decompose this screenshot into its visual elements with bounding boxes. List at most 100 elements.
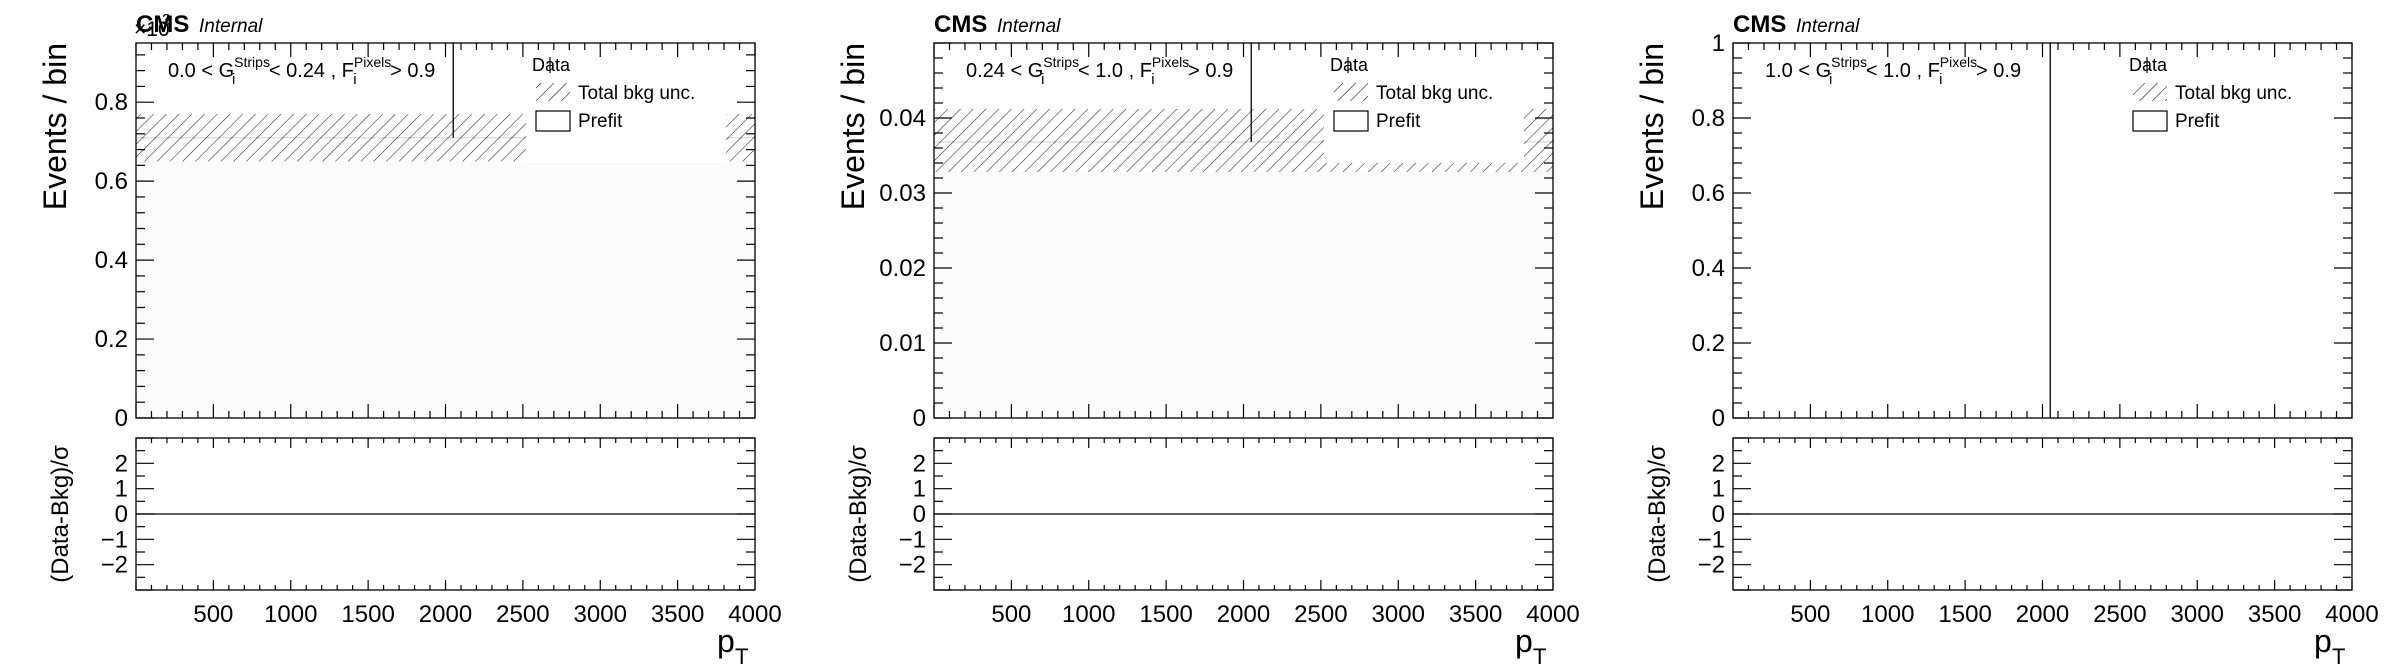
- legend-bkg-unc-label: Total bkg unc.: [2175, 83, 2292, 104]
- selection-label: 0.0 < GStrips i < 0.24 , FPixels i > 0.9: [168, 54, 435, 88]
- ratio-y-tick-label: −2: [1698, 552, 1725, 579]
- x-tick-label: 4000: [2325, 601, 2378, 628]
- x-tick-label: 1500: [1139, 601, 1192, 628]
- ratio-y-tick-label: −2: [899, 552, 926, 579]
- ratio-y-tick-label: 1: [115, 476, 128, 503]
- legend-prefit-swatch: [2132, 110, 2168, 132]
- prefit-bar: [136, 137, 755, 418]
- y-tick-label: 0.03: [879, 180, 926, 207]
- y-tick-label: 0.6: [95, 168, 128, 195]
- legend-data-label: Data: [1330, 55, 1369, 75]
- x-tick-label: 2500: [496, 601, 549, 628]
- y-tick-label: 0.8: [1692, 105, 1725, 132]
- x-axis-title: p: [1515, 623, 1533, 659]
- panel-3: Data Total bkg unc. Prefit 1.0 < GStrips i <…: [1634, 11, 2379, 669]
- x-axis-title-sub: T: [735, 644, 748, 669]
- ratio-y-tick-label: −1: [101, 526, 128, 553]
- legend-prefit-label: Prefit: [1376, 111, 1421, 132]
- legend-box: [2123, 51, 2323, 163]
- x-tick-label: 1000: [1861, 601, 1914, 628]
- legend-box: [526, 51, 726, 163]
- ratio-y-tick-label: −2: [101, 552, 128, 579]
- x-tick-label: 3000: [574, 601, 627, 628]
- panel-2: Data Total bkg unc. Prefit 0.24 < GStrips i …: [835, 11, 1580, 669]
- legend-hatch-swatch: [536, 83, 570, 101]
- legend-bkg-unc-label: Total bkg unc.: [578, 83, 695, 104]
- ratio-y-tick-label: 0: [1712, 501, 1725, 528]
- x-axis-title: p: [2314, 623, 2332, 659]
- legend-box: [1324, 51, 1524, 163]
- ratio-y-tick-label: 1: [1712, 476, 1725, 503]
- x-tick-label: 500: [193, 601, 233, 628]
- y-axis-title: Events / bin: [835, 43, 871, 210]
- y-tick-label: 0.02: [879, 255, 926, 282]
- x-tick-label: 2500: [1294, 601, 1347, 628]
- x-tick-label: 1000: [264, 601, 317, 628]
- x-tick-label: 4000: [728, 601, 781, 628]
- cms-label: CMS: [1733, 11, 1786, 38]
- internal-label: Internal: [997, 16, 1061, 37]
- x-axis-title-sub: T: [2332, 644, 2345, 669]
- legend-data-label: Data: [2129, 55, 2168, 75]
- y-tick-label: 0.8: [95, 89, 128, 116]
- internal-label: Internal: [1796, 16, 1860, 37]
- x-tick-label: 2000: [2016, 601, 2069, 628]
- legend-bkg-unc-label: Total bkg unc.: [1376, 83, 1493, 104]
- x-tick-label: 1500: [1938, 601, 1991, 628]
- x-tick-label: 500: [991, 601, 1031, 628]
- y-tick-label: 0: [913, 405, 926, 432]
- legend-hatch-swatch: [1334, 83, 1368, 101]
- y-multiplier-exp: 3: [162, 12, 171, 29]
- y-tick-label: 0.4: [1692, 255, 1725, 282]
- ratio-y-tick-label: 0: [115, 501, 128, 528]
- legend-hatch-swatch: [2133, 83, 2167, 101]
- x-tick-label: 2500: [2093, 601, 2146, 628]
- internal-label: Internal: [199, 16, 263, 37]
- legend-prefit-label: Prefit: [578, 111, 623, 132]
- y-tick-label: 0.6: [1692, 180, 1725, 207]
- selection-label: 0.24 < GStrips i < 1.0 , FPixels i > 0.9: [966, 54, 1233, 88]
- y-tick-label: 0.04: [879, 105, 926, 132]
- x-tick-label: 500: [1790, 601, 1830, 628]
- x-tick-label: 3500: [2248, 601, 2301, 628]
- ratio-y-tick-label: 2: [115, 450, 128, 477]
- y-tick-label: 1: [1712, 30, 1725, 57]
- ratio-y-tick-label: 2: [1712, 450, 1725, 477]
- y-tick-label: 0.2: [95, 326, 128, 353]
- legend-prefit-swatch: [1333, 110, 1369, 132]
- legend-prefit-label: Prefit: [2175, 111, 2220, 132]
- y-axis-title: Events / bin: [1634, 43, 1670, 210]
- ratio-y-tick-label: −1: [899, 526, 926, 553]
- x-tick-label: 3500: [1449, 601, 1502, 628]
- ratio-y-axis-title: (Data-Bkg)/σ: [845, 445, 872, 583]
- x-tick-label: 3000: [1372, 601, 1425, 628]
- x-tick-label: 4000: [1526, 601, 1579, 628]
- x-tick-label: 2000: [1217, 601, 1270, 628]
- legend-data-label: Data: [532, 55, 571, 75]
- panel-1: Data Total bkg unc. Prefit 0.0 < GStrips i <…: [37, 11, 782, 669]
- x-tick-label: 2000: [419, 601, 472, 628]
- y-axis-title: Events / bin: [37, 43, 73, 210]
- cms-label: CMS: [934, 11, 987, 38]
- y-tick-label: 0.4: [95, 247, 128, 274]
- ratio-y-tick-label: 2: [913, 450, 926, 477]
- main-plot-area: [136, 43, 755, 418]
- x-axis-title-sub: T: [1533, 644, 1546, 669]
- y-multiplier: ×10: [134, 18, 170, 41]
- selection-label: 1.0 < GStrips i < 1.0 , FPixels i > 0.9: [1765, 54, 2021, 88]
- x-tick-label: 3000: [2171, 601, 2224, 628]
- x-tick-label: 1000: [1062, 601, 1115, 628]
- prefit-bar: [934, 142, 1553, 418]
- x-axis-title: p: [717, 623, 735, 659]
- y-tick-label: 0.2: [1692, 330, 1725, 357]
- ratio-y-axis-title: (Data-Bkg)/σ: [1644, 445, 1671, 583]
- ratio-y-tick-label: 0: [913, 501, 926, 528]
- x-tick-label: 3500: [651, 601, 704, 628]
- legend-prefit-swatch: [535, 110, 571, 132]
- ratio-y-tick-label: −1: [1698, 526, 1725, 553]
- ratio-y-tick-label: 1: [913, 476, 926, 503]
- y-tick-label: 0: [1712, 405, 1725, 432]
- ratio-y-axis-title: (Data-Bkg)/σ: [47, 445, 74, 583]
- cms-label: CMS: [136, 11, 189, 38]
